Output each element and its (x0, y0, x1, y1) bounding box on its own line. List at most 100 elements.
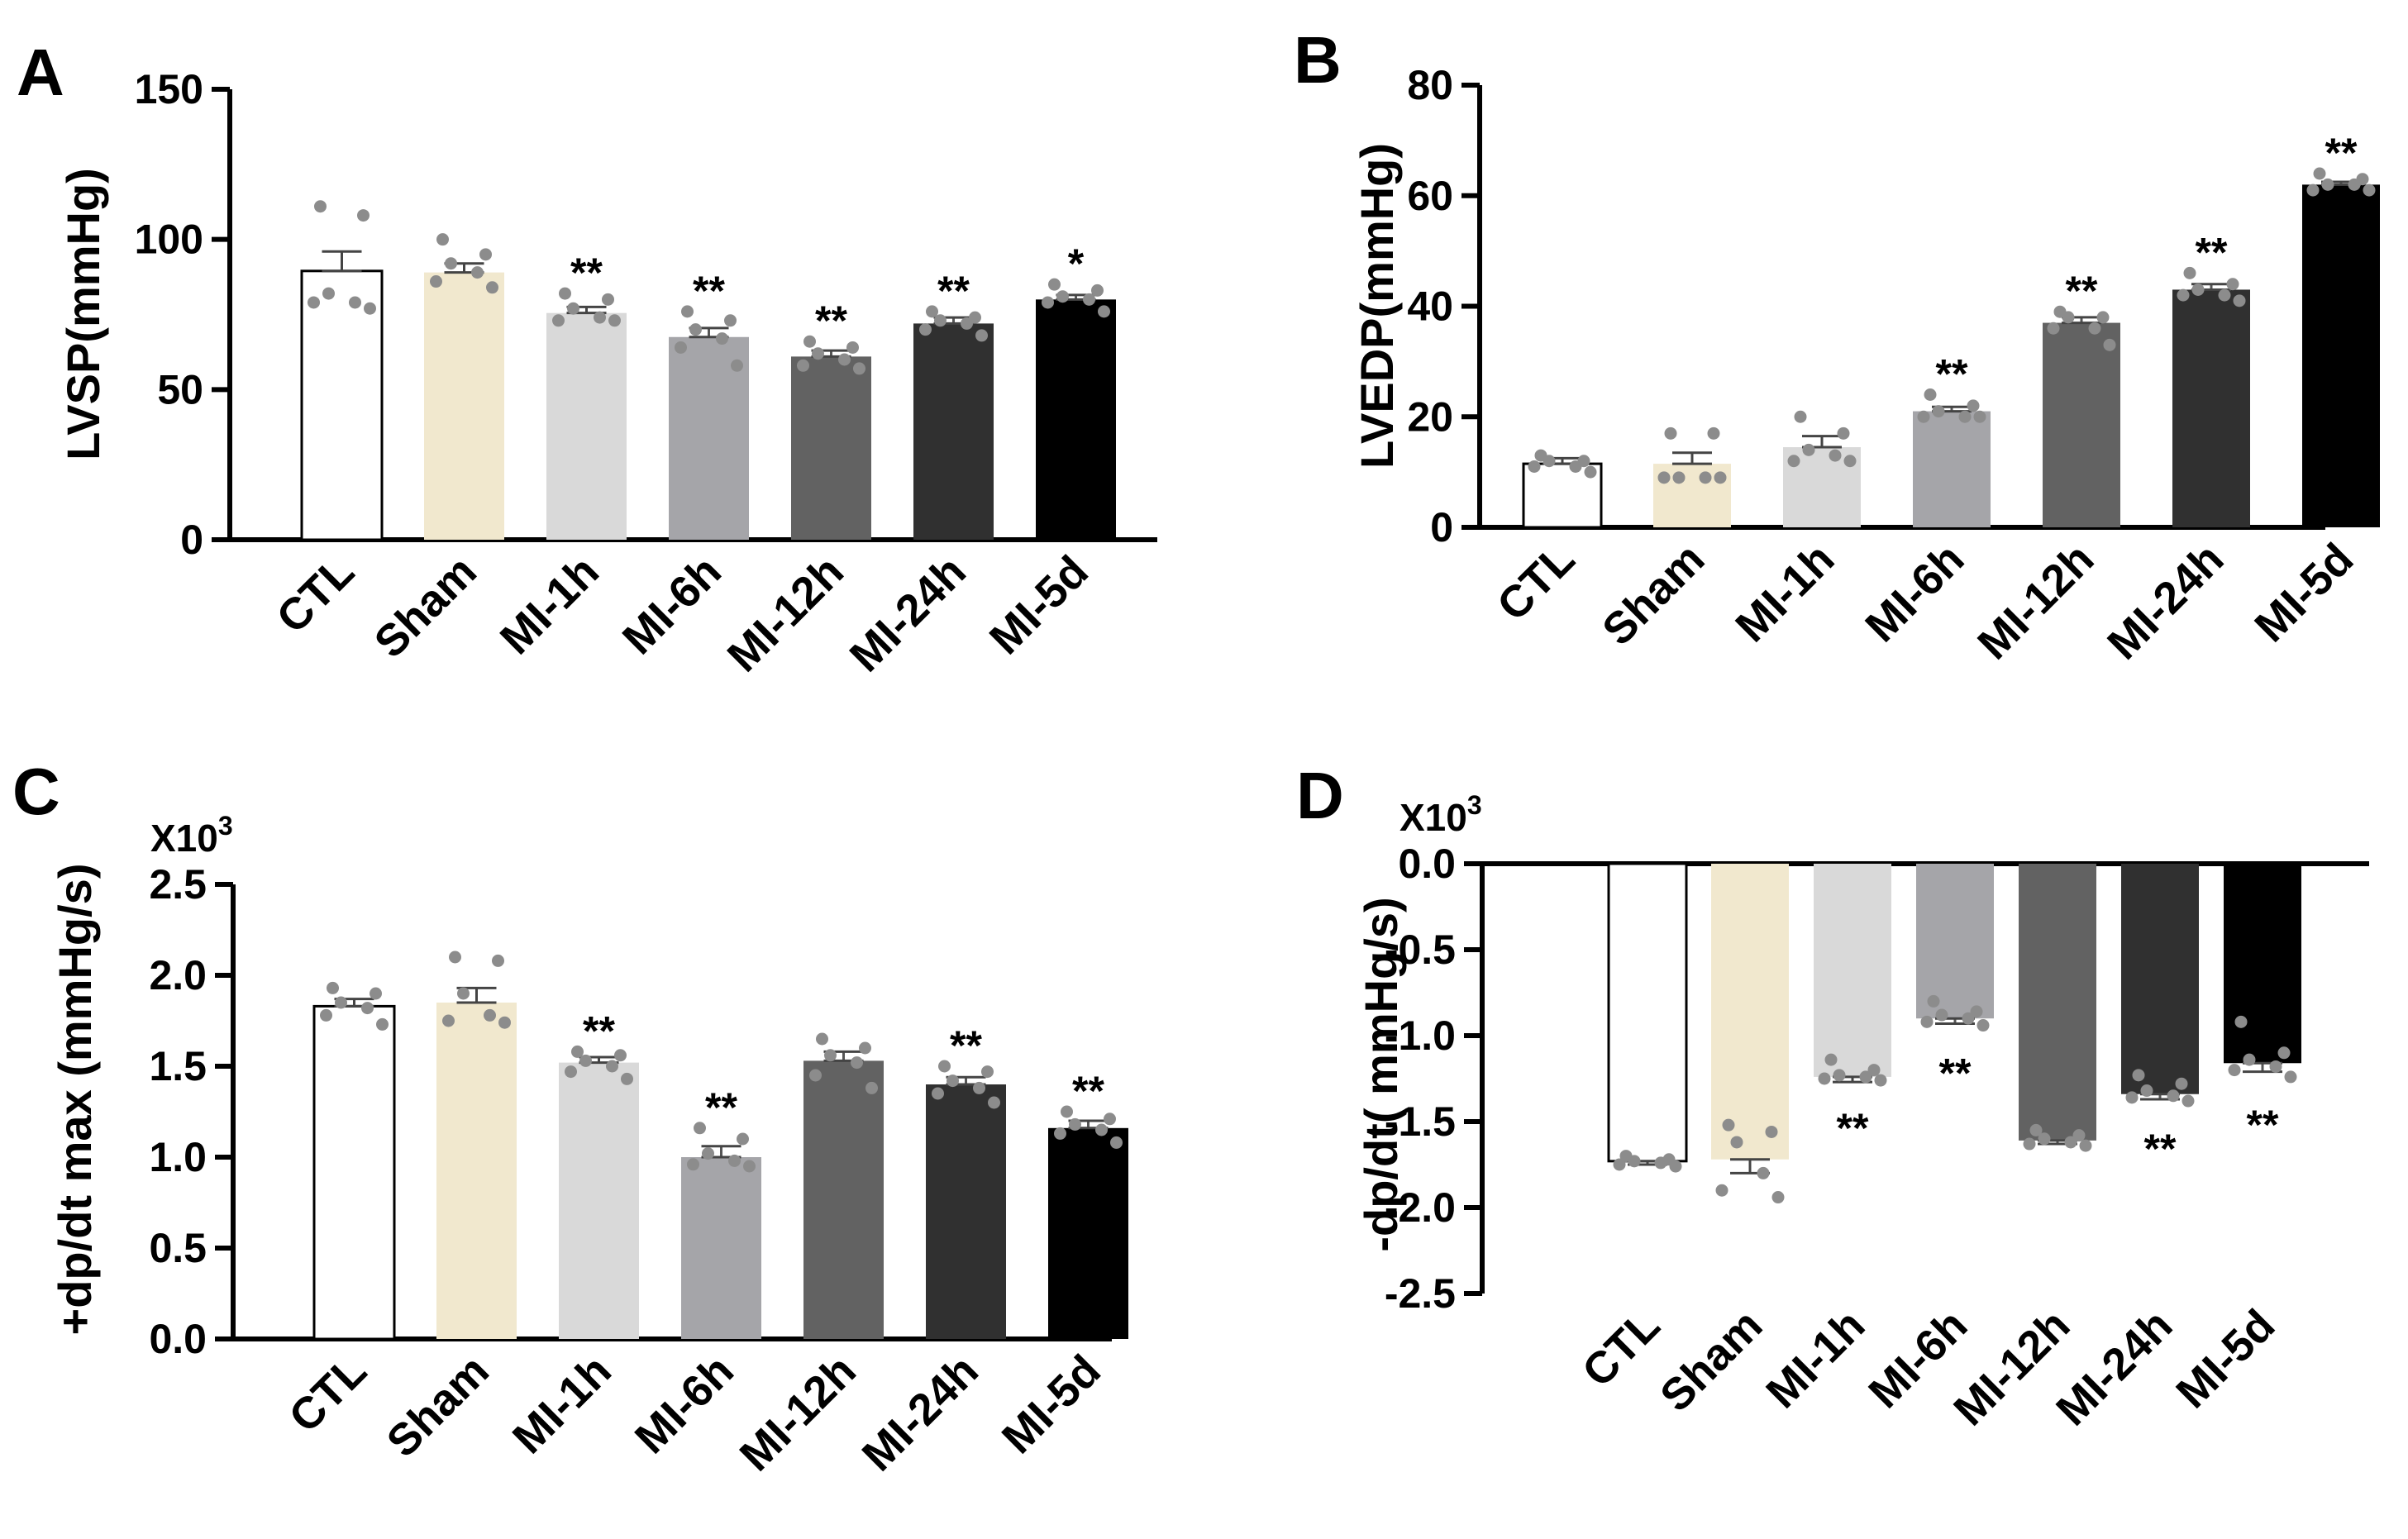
data-point (1927, 994, 1940, 1008)
y-tick-label: 2.5 (149, 861, 207, 908)
y-tick-label: 40 (1407, 284, 1453, 330)
bar (1913, 411, 1991, 527)
bar (791, 356, 871, 540)
bar (1916, 864, 1994, 1019)
y-tick-label: -1.5 (1385, 1098, 1456, 1145)
data-point (1543, 455, 1556, 468)
y-axis-label: +dp/dt max (mmHg/s) (49, 864, 101, 1336)
data-point (694, 1122, 706, 1135)
data-point (1829, 449, 1842, 462)
data-point (2182, 1094, 2195, 1108)
bar (300, 269, 384, 541)
data-point (492, 954, 504, 967)
significance-label: ** (2144, 1126, 2177, 1172)
data-point (579, 1054, 592, 1067)
y-tick-label: 20 (1407, 393, 1453, 440)
data-point (2029, 1123, 2043, 1136)
data-point (681, 305, 694, 318)
bar (2224, 864, 2301, 1064)
data-point (361, 1002, 374, 1015)
data-point (594, 311, 606, 324)
y-axis-label: LVEDP(mmHg) (1351, 143, 1403, 469)
data-point (1083, 293, 1095, 306)
data-point (973, 1081, 985, 1094)
y-tick-label: 0.0 (1398, 841, 1456, 887)
data-point (1730, 1136, 1743, 1149)
significance-label: ** (583, 1008, 615, 1054)
data-point (2175, 1077, 2188, 1090)
panel-letter: A (17, 36, 64, 109)
data-point (322, 287, 335, 300)
bar (436, 1003, 517, 1339)
bar (2302, 184, 2380, 527)
data-point (1054, 1127, 1066, 1140)
data-point (702, 1147, 714, 1160)
data-point (479, 248, 492, 261)
data-point (2226, 278, 2239, 291)
data-point (803, 335, 816, 348)
significance-label: ** (1072, 1068, 1104, 1114)
data-point (1818, 1072, 1831, 1085)
significance-label: ** (937, 268, 970, 314)
data-point (1867, 1064, 1881, 1077)
data-point (1613, 1158, 1626, 1171)
data-point (1920, 1015, 1934, 1028)
data-point (2096, 311, 2110, 324)
data-point (445, 257, 457, 270)
data-point (1833, 1069, 1846, 1082)
data-point (2363, 183, 2376, 197)
data-point (2234, 1015, 2248, 1028)
data-point (1932, 405, 1945, 418)
y-tick-label: 0 (1430, 504, 1453, 550)
data-point (449, 951, 461, 964)
data-point (1584, 465, 1597, 479)
data-point (320, 1008, 332, 1022)
data-point (430, 275, 442, 288)
data-point (1765, 1125, 1778, 1138)
bar (1711, 864, 1789, 1160)
bar (1814, 864, 1891, 1077)
data-point (1699, 471, 1712, 484)
bar (424, 272, 504, 540)
bar (559, 1062, 639, 1339)
data-point (724, 314, 737, 327)
data-point (1917, 410, 1930, 423)
data-point (1669, 1160, 1682, 1173)
data-point (2103, 338, 2116, 351)
data-point (2183, 266, 2196, 279)
data-point (2079, 1139, 2092, 1152)
data-point (559, 287, 571, 300)
data-point (2191, 283, 2205, 296)
bar (1036, 299, 1116, 540)
data-point (1654, 1156, 1667, 1170)
data-point (2064, 1136, 2077, 1149)
y-tick-label: 0.5 (149, 1225, 207, 1271)
data-point (1048, 278, 1061, 291)
data-point (865, 1081, 878, 1094)
data-point (1757, 1166, 1770, 1179)
significance-label: * (1068, 241, 1085, 287)
data-point (1962, 1012, 1975, 1025)
data-point (737, 1132, 749, 1146)
axis-multiplier-exponent: 3 (218, 811, 233, 841)
data-point (934, 314, 947, 327)
data-point (975, 329, 988, 342)
significance-label: ** (2196, 229, 2228, 275)
bar (546, 312, 627, 540)
bar (1607, 862, 1688, 1163)
data-point (2140, 1084, 2153, 1098)
significance-label: ** (1936, 351, 1968, 398)
data-point (846, 341, 859, 354)
bar (681, 1157, 761, 1339)
data-point (2306, 183, 2320, 197)
data-point (743, 1160, 756, 1173)
bar (2172, 289, 2250, 527)
data-point (498, 1016, 511, 1029)
data-point (809, 1069, 822, 1082)
data-point (1657, 471, 1671, 484)
data-point (308, 296, 320, 309)
data-point (1973, 410, 1986, 423)
data-point (614, 1049, 627, 1062)
data-point (376, 1017, 389, 1031)
data-point (2269, 1060, 2282, 1073)
